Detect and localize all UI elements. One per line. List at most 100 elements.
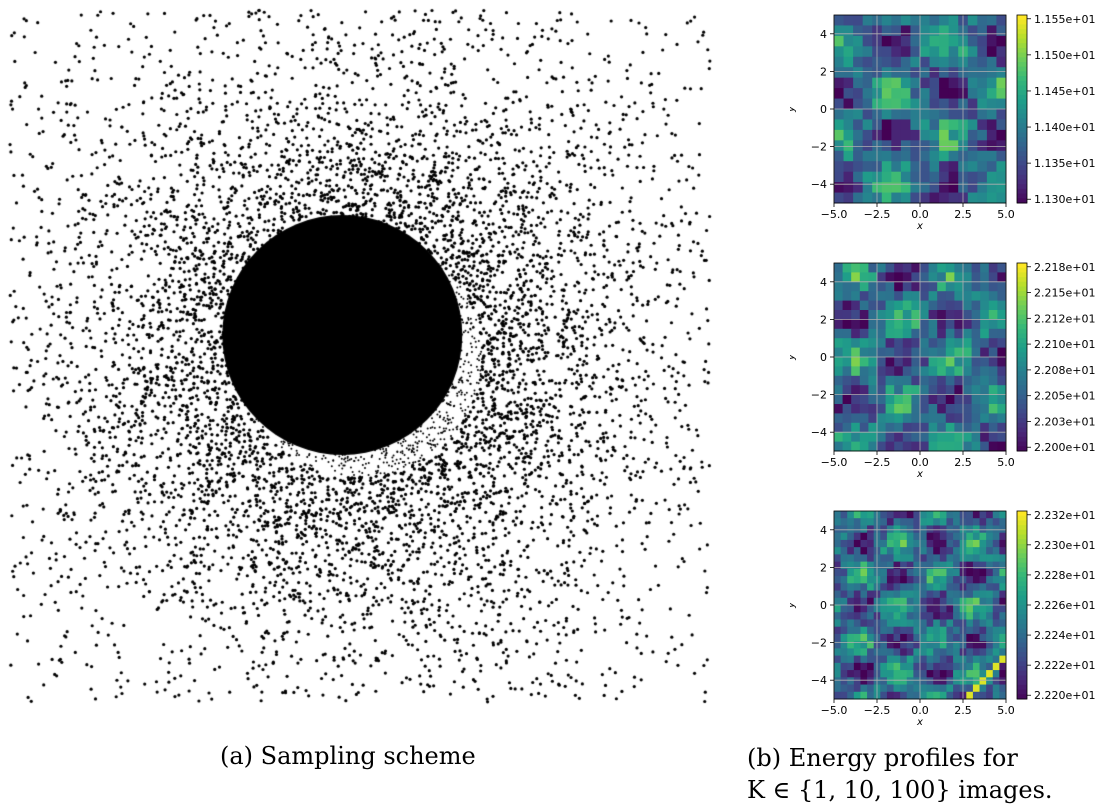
heatmap-cell — [900, 161, 911, 173]
x-tick-label: 0.0 — [911, 704, 929, 717]
heatmap-cell — [999, 525, 1007, 534]
heatmap-cell — [966, 633, 974, 642]
heatmap-cell — [988, 263, 998, 273]
heatmap-cell — [928, 272, 938, 283]
heatmap-cell — [885, 281, 895, 292]
colorbar-segment — [1017, 85, 1027, 91]
heatmap-cell — [834, 263, 844, 273]
heatmap-cell — [893, 525, 901, 534]
heatmap-cell — [937, 441, 947, 452]
colorbar-segment — [1017, 404, 1027, 410]
heatmap-cell — [860, 576, 868, 584]
heatmap-cell — [920, 182, 931, 194]
heatmap-cell — [926, 532, 934, 541]
heatmap-cell — [842, 441, 852, 452]
heatmap-cell — [881, 35, 892, 47]
heatmap-cell — [881, 129, 892, 141]
heatmap-cell — [859, 272, 869, 283]
colorbar-segment — [1017, 539, 1027, 545]
heatmap-cell — [843, 109, 854, 120]
heatmap-cell — [886, 648, 895, 657]
heatmap-panel-1: −5.0−2.50.02.55.0x420−2−4y1.155e+011.150… — [790, 13, 1095, 232]
heatmap-cell — [945, 291, 955, 302]
colorbar-segment — [1017, 127, 1027, 133]
heatmap-cell — [868, 272, 878, 283]
x-axis-label: x — [916, 221, 923, 232]
heatmap-cell — [913, 655, 921, 664]
heatmap-cell — [834, 583, 842, 592]
heatmap-cell — [939, 525, 947, 534]
heatmap-cell — [939, 88, 950, 100]
heatmap-cell — [886, 518, 895, 526]
heatmap-cell — [929, 15, 940, 26]
heatmap-cell — [893, 576, 901, 584]
heatmap-cell — [880, 619, 888, 628]
heatmap-cell — [840, 648, 848, 657]
heatmap-cell — [840, 670, 848, 678]
heatmap-cell — [920, 422, 930, 433]
heatmap-cell — [900, 619, 908, 628]
heatmap-cell — [851, 338, 861, 349]
heatmap-cell — [900, 15, 911, 26]
heatmap-cell — [859, 385, 869, 396]
heatmap-cell — [913, 677, 921, 686]
colorbar-segment — [1017, 305, 1027, 311]
heatmap-cell — [894, 366, 904, 377]
heatmap-cell — [851, 385, 861, 396]
heatmap-cell — [996, 119, 1007, 131]
heatmap-cell — [999, 554, 1007, 563]
heatmap-cell — [877, 441, 887, 452]
heatmap-cell — [929, 150, 940, 162]
heatmap-cell — [913, 619, 921, 628]
heatmap-cell — [988, 291, 998, 302]
heatmap-cell — [920, 310, 930, 320]
heatmap-cell — [910, 119, 921, 131]
heatmap-cell — [996, 46, 1007, 58]
heatmap-cell — [900, 684, 908, 693]
heatmap-cell — [946, 511, 954, 519]
heatmap-cell — [933, 590, 941, 599]
heatmap-cell — [980, 281, 990, 292]
heatmap-cell — [977, 119, 988, 131]
heatmap-cell — [992, 590, 1000, 599]
heatmap-cell — [926, 626, 934, 635]
colorbar-segment — [1017, 576, 1027, 582]
y-tick-label: 2 — [820, 313, 827, 326]
heatmap-cell — [891, 150, 902, 162]
heatmap-cell — [920, 109, 931, 120]
heatmap-cell — [939, 576, 947, 584]
heatmap-cell — [986, 25, 997, 37]
heatmap-cell — [847, 525, 855, 534]
heatmap-cell — [860, 655, 868, 664]
heatmap-cell — [881, 25, 892, 37]
heatmap-cell — [910, 35, 921, 47]
colorbar-tick-label: 2.228e+01 — [1034, 569, 1095, 582]
heatmap-cell — [929, 119, 940, 131]
heatmap-cell — [900, 525, 908, 534]
heatmap-cell — [939, 98, 950, 110]
heatmap-cell — [966, 590, 974, 599]
colorbar-tick-label: 1.135e+01 — [1034, 157, 1095, 170]
colorbar-tick-label: 2.200e+01 — [1034, 441, 1095, 454]
heatmap-cell — [840, 597, 848, 606]
heatmap-cell — [851, 347, 861, 358]
heatmap-cell — [939, 619, 947, 628]
heatmap-cell — [885, 432, 895, 443]
colorbar-segment — [1017, 333, 1027, 339]
heatmap-cell — [880, 648, 888, 657]
heatmap-cell — [906, 612, 914, 620]
heatmap-cell — [891, 182, 902, 194]
heatmap-cell — [847, 691, 855, 700]
heatmap-cell — [928, 404, 938, 414]
heatmap-cell — [939, 46, 950, 58]
heatmap-cell — [886, 612, 895, 620]
colorbar-segment — [1017, 515, 1027, 521]
heatmap-cell — [967, 171, 978, 183]
heatmap-cell — [911, 281, 921, 292]
colorbar-segment — [1017, 137, 1027, 143]
heatmap-cell — [996, 129, 1007, 141]
heatmap-cell — [979, 619, 987, 628]
heatmap-cell — [911, 272, 921, 283]
heatmap-cell — [859, 413, 869, 424]
heatmap-cell — [867, 597, 875, 606]
